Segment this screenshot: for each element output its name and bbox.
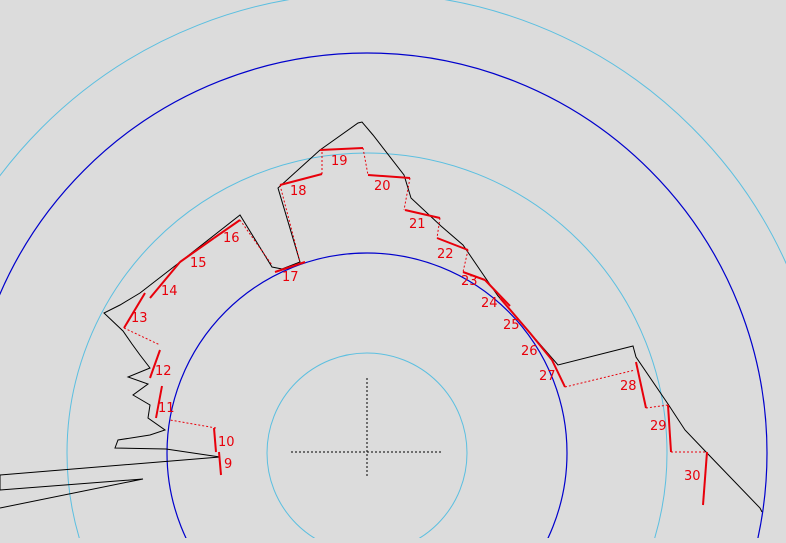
segment-21: 21 bbox=[404, 209, 441, 239]
segment-connector-13 bbox=[123, 327, 161, 346]
segment-label: 25 bbox=[503, 318, 520, 333]
segment-29: 29 bbox=[650, 404, 707, 453]
segment-20: 20 bbox=[367, 174, 411, 211]
segment-connector-19 bbox=[362, 147, 369, 176]
segment-label: 9 bbox=[224, 457, 232, 472]
contour-main bbox=[103, 121, 763, 513]
segment-line-24 bbox=[484, 279, 511, 307]
segment-19: 19 bbox=[319, 147, 369, 176]
segment-label: 26 bbox=[521, 344, 538, 359]
segment-connector-17 bbox=[279, 184, 301, 263]
segment-27: 27 bbox=[539, 359, 636, 388]
segment-line-20 bbox=[367, 174, 411, 179]
segment-14: 14 bbox=[149, 261, 181, 299]
segment-24: 24 bbox=[481, 279, 511, 311]
segment-label: 13 bbox=[131, 311, 148, 326]
contour-spur bbox=[0, 456, 221, 509]
segment-30: 30 bbox=[684, 451, 708, 506]
segment-line-13 bbox=[123, 292, 146, 329]
segment-line-11 bbox=[155, 385, 163, 419]
segment-line-9 bbox=[218, 451, 222, 476]
segment-line-15 bbox=[179, 237, 215, 263]
segment-label: 20 bbox=[374, 179, 391, 194]
segment-label: 10 bbox=[218, 435, 235, 450]
segment-26: 26 bbox=[521, 332, 553, 361]
segment-line-14 bbox=[149, 261, 181, 299]
segment-16: 16 bbox=[213, 219, 273, 266]
segment-28: 28 bbox=[620, 361, 669, 409]
segment-label: 18 bbox=[290, 184, 307, 199]
segment-13: 13 bbox=[123, 292, 161, 346]
segment-label: 24 bbox=[481, 296, 498, 311]
segment-15: 15 bbox=[179, 237, 215, 271]
segment-line-16 bbox=[213, 219, 241, 239]
segment-label: 19 bbox=[331, 154, 348, 169]
segment-label: 27 bbox=[539, 369, 556, 384]
ring-inner-dark bbox=[166, 252, 568, 543]
segment-line-22 bbox=[436, 237, 469, 251]
segment-line-18 bbox=[279, 173, 323, 186]
segment-23: 23 bbox=[461, 271, 486, 289]
segment-22: 22 bbox=[436, 237, 469, 273]
segment-label: 12 bbox=[155, 364, 172, 379]
segment-11: 11 bbox=[155, 385, 175, 419]
segment-line-21 bbox=[404, 209, 441, 219]
segment-25: 25 bbox=[499, 297, 531, 334]
ring-middle-light bbox=[66, 152, 668, 543]
segment-line-17 bbox=[274, 261, 306, 273]
center-crosshair bbox=[291, 378, 443, 476]
segment-label: 28 bbox=[620, 379, 637, 394]
segment-9: 9 bbox=[218, 451, 232, 476]
segment-10: 10 bbox=[169, 419, 235, 453]
ring-outer-dark bbox=[0, 52, 768, 543]
segment-line-12 bbox=[149, 349, 161, 379]
segment-label: 14 bbox=[161, 284, 178, 299]
segment-label: 23 bbox=[461, 274, 478, 289]
segment-label: 29 bbox=[650, 419, 667, 434]
segment-label: 30 bbox=[684, 469, 701, 484]
segment-17: 17 bbox=[274, 184, 306, 285]
segment-line-28 bbox=[635, 361, 647, 409]
segment-label: 16 bbox=[223, 231, 240, 246]
segment-12: 12 bbox=[149, 349, 172, 379]
segment-connector-16 bbox=[239, 219, 273, 266]
segment-line-26 bbox=[529, 332, 553, 361]
segment-connector-20 bbox=[403, 177, 411, 211]
segment-line-30 bbox=[702, 451, 708, 506]
segment-line-29 bbox=[667, 404, 672, 453]
segment-18: 18 bbox=[279, 150, 323, 199]
segment-connector-27 bbox=[564, 369, 636, 388]
segment-line-25 bbox=[499, 297, 531, 334]
segment-label: 22 bbox=[437, 247, 454, 262]
segment-connector-21 bbox=[436, 217, 441, 239]
segment-line-23 bbox=[462, 271, 486, 281]
contour-outline bbox=[0, 121, 763, 513]
ring-inner-light bbox=[266, 352, 468, 543]
segment-line-10 bbox=[213, 427, 217, 453]
segment-label: 15 bbox=[190, 256, 207, 271]
segment-label: 11 bbox=[158, 401, 175, 416]
segment-line-27 bbox=[551, 359, 566, 388]
segment-label: 21 bbox=[409, 217, 426, 232]
segment-line-19 bbox=[319, 147, 364, 151]
segment-label: 17 bbox=[282, 270, 299, 285]
